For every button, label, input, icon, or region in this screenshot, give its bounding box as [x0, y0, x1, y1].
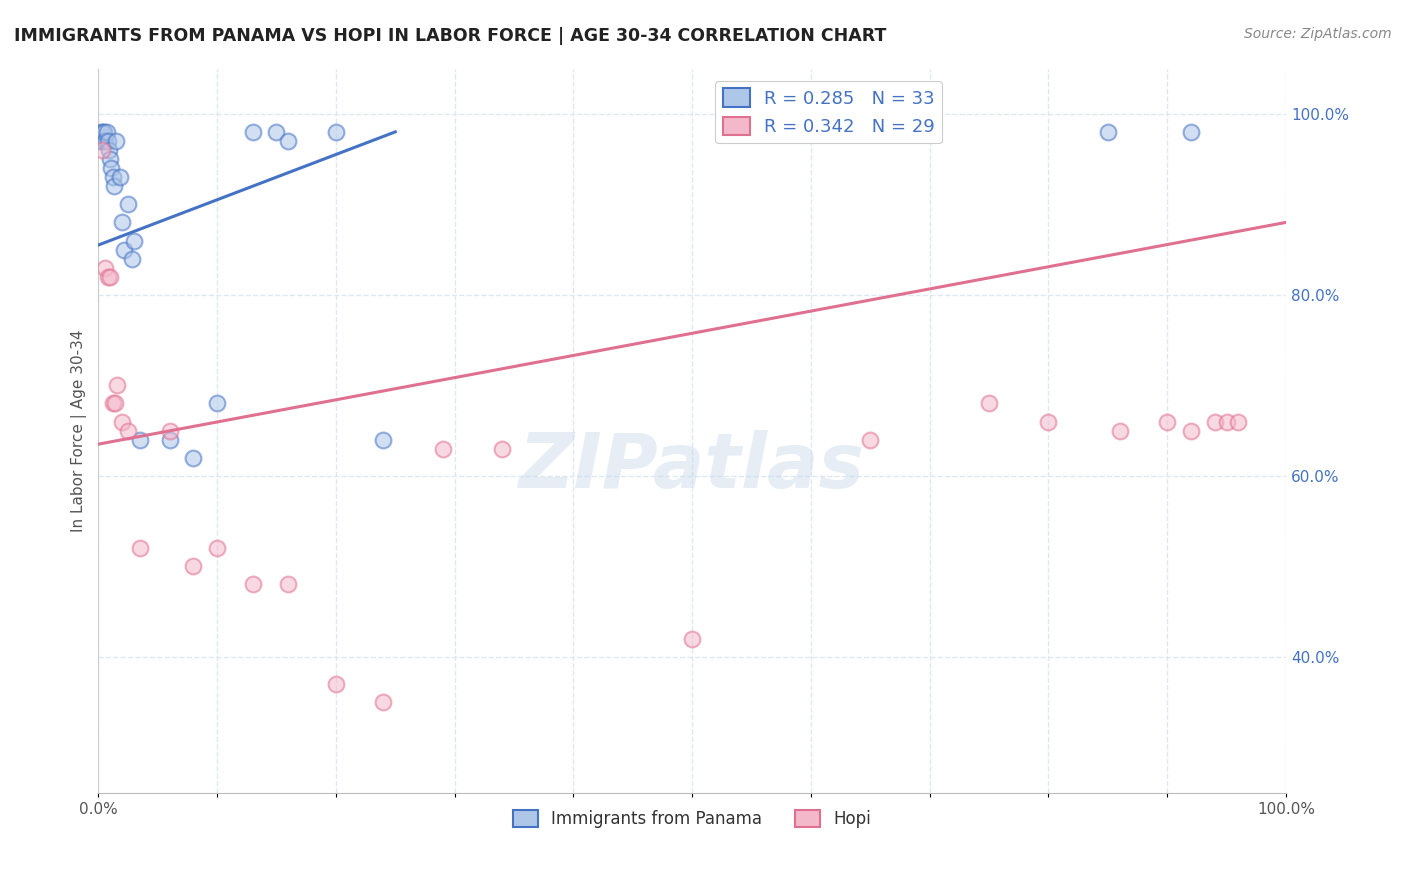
- Point: [1204, 415, 1226, 429]
- Point: [111, 415, 134, 429]
- Point: [242, 577, 264, 591]
- Text: IMMIGRANTS FROM PANAMA VS HOPI IN LABOR FORCE | AGE 30-34 CORRELATION CHART: IMMIGRANTS FROM PANAMA VS HOPI IN LABOR …: [14, 27, 886, 45]
- Y-axis label: In Labor Force | Age 30-34: In Labor Force | Age 30-34: [72, 329, 87, 532]
- Point: [108, 170, 131, 185]
- Point: [800, 125, 823, 139]
- Point: [183, 450, 205, 465]
- Point: [93, 125, 115, 139]
- Point: [373, 695, 395, 709]
- Point: [859, 433, 882, 447]
- Point: [117, 197, 139, 211]
- Point: [432, 442, 454, 456]
- Point: [90, 134, 112, 148]
- Point: [91, 125, 114, 139]
- Point: [977, 396, 1000, 410]
- Point: [98, 269, 121, 284]
- Point: [277, 577, 299, 591]
- Point: [205, 541, 228, 556]
- Point: [101, 170, 124, 185]
- Point: [96, 125, 118, 139]
- Point: [373, 433, 395, 447]
- Point: [111, 215, 134, 229]
- Point: [114, 243, 136, 257]
- Point: [183, 559, 205, 574]
- Point: [100, 161, 122, 175]
- Point: [1108, 424, 1130, 438]
- Point: [266, 125, 288, 139]
- Point: [94, 134, 117, 148]
- Point: [491, 442, 513, 456]
- Point: [918, 125, 941, 139]
- Point: [325, 677, 347, 691]
- Point: [105, 378, 128, 392]
- Point: [97, 134, 120, 148]
- Point: [159, 433, 181, 447]
- Point: [98, 152, 121, 166]
- Point: [1180, 125, 1202, 139]
- Point: [277, 134, 299, 148]
- Text: ZIPatlas: ZIPatlas: [519, 430, 865, 504]
- Point: [89, 134, 111, 148]
- Text: Source: ZipAtlas.com: Source: ZipAtlas.com: [1244, 27, 1392, 41]
- Point: [94, 260, 117, 275]
- Point: [117, 424, 139, 438]
- Point: [122, 234, 145, 248]
- Point: [1180, 424, 1202, 438]
- Point: [90, 143, 112, 157]
- Point: [1227, 415, 1250, 429]
- Point: [1038, 415, 1060, 429]
- Point: [101, 396, 124, 410]
- Point: [103, 179, 125, 194]
- Point: [129, 541, 152, 556]
- Point: [1156, 415, 1178, 429]
- Point: [205, 396, 228, 410]
- Legend: Immigrants from Panama, Hopi: Immigrants from Panama, Hopi: [506, 804, 879, 835]
- Point: [1215, 415, 1237, 429]
- Point: [242, 125, 264, 139]
- Point: [325, 125, 347, 139]
- Point: [105, 134, 128, 148]
- Point: [681, 632, 703, 646]
- Point: [98, 143, 121, 157]
- Point: [129, 433, 152, 447]
- Point: [159, 424, 181, 438]
- Point: [1097, 125, 1119, 139]
- Point: [104, 396, 127, 410]
- Point: [121, 252, 143, 266]
- Point: [90, 125, 112, 139]
- Point: [97, 269, 120, 284]
